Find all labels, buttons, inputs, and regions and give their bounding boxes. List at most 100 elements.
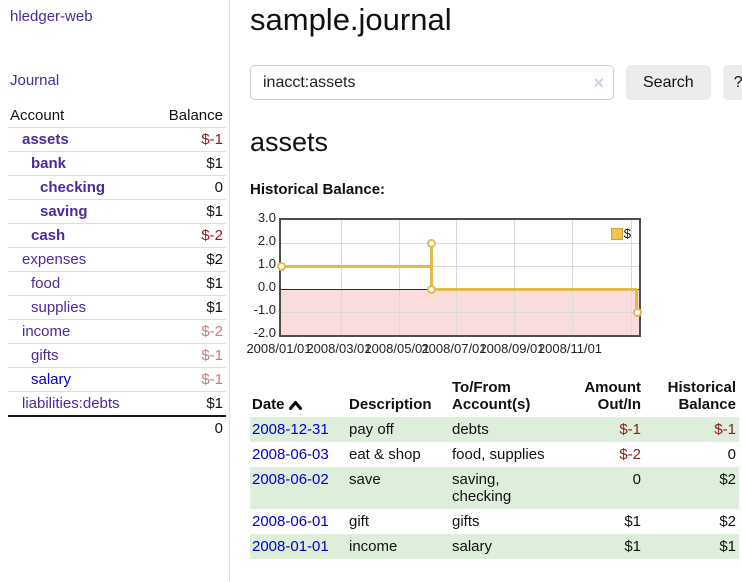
transaction-amount: $1 xyxy=(624,538,641,555)
legend-swatch xyxy=(610,227,623,240)
register-table: Date Description To/From Account(s) Amou… xyxy=(250,377,739,559)
register-row[interactable]: 2008-06-01 gift gifts $1 $2 xyxy=(250,509,739,534)
search-input[interactable] xyxy=(250,65,614,100)
transaction-accounts: gifts xyxy=(452,513,480,530)
account-row: salary $-1 xyxy=(8,367,226,392)
search-button[interactable]: Search xyxy=(626,65,711,100)
chart-plot-area[interactable]: $ xyxy=(276,218,642,337)
account-link-cash[interactable]: cash xyxy=(31,227,66,244)
account-link-bank[interactable]: bank xyxy=(31,155,67,172)
transaction-accounts: saving, checking xyxy=(452,471,512,505)
accounts-header-account: Account xyxy=(10,107,65,124)
y-tick: -1.0 xyxy=(253,302,276,317)
app-brand-link[interactable]: hledger-web xyxy=(10,8,93,25)
account-row: saving $1 xyxy=(8,199,226,224)
accounts-table: Account Balance assets $-1 bank $1 check… xyxy=(8,104,226,440)
account-link-food[interactable]: food xyxy=(31,275,61,292)
account-link-gifts[interactable]: gifts xyxy=(31,347,59,364)
transaction-description: save xyxy=(349,471,381,488)
help-button[interactable]: ? xyxy=(722,65,742,100)
main-content: sample.journal × Search ? assets Histori… xyxy=(246,0,742,559)
x-tick: 2008/03/01 xyxy=(306,341,372,356)
data-point xyxy=(276,261,286,271)
legend-label: $ xyxy=(623,226,631,241)
transaction-balance: $1 xyxy=(719,538,736,555)
account-balance: $2 xyxy=(206,251,223,268)
account-link-assets[interactable]: assets xyxy=(22,131,69,148)
x-tick: 2008/05/01 xyxy=(364,341,430,356)
transaction-accounts: debts xyxy=(452,421,489,438)
account-link-income[interactable]: income xyxy=(22,323,71,340)
gridline xyxy=(399,220,400,335)
register-header-date[interactable]: Date xyxy=(250,377,347,417)
transaction-balance: $2 xyxy=(719,513,736,530)
account-row: supplies $1 xyxy=(8,295,226,320)
transaction-description: gift xyxy=(349,513,370,530)
sidebar: hledger-web Journal Account Balance asse… xyxy=(0,0,230,582)
transaction-amount: 0 xyxy=(632,471,641,488)
data-point xyxy=(632,307,642,317)
account-balance: $-2 xyxy=(201,323,223,340)
accounts-header-balance: Balance xyxy=(168,107,223,124)
transaction-amount: $-1 xyxy=(619,421,641,438)
x-tick: 2008/11/01 xyxy=(537,341,603,356)
account-balance: $1 xyxy=(206,203,223,220)
sidebar-item-journal[interactable]: Journal xyxy=(10,72,60,89)
y-tick: 1.0 xyxy=(257,256,276,271)
data-point xyxy=(426,238,436,248)
account-row: cash $-2 xyxy=(8,223,226,248)
register-header-description: Description xyxy=(349,396,432,413)
y-tick: -2.0 xyxy=(253,325,276,340)
accounts-total-value: 0 xyxy=(214,420,223,437)
transaction-date-link[interactable]: 2008-06-01 xyxy=(252,513,329,530)
account-row: income $-2 xyxy=(8,319,226,344)
account-link-salary[interactable]: salary xyxy=(31,371,72,388)
transaction-balance: $-1 xyxy=(714,421,736,438)
gridline xyxy=(514,220,515,335)
transaction-balance: $2 xyxy=(719,471,736,488)
register-row[interactable]: 2008-12-31 pay off debts $-1 $-1 xyxy=(250,417,739,442)
transaction-date-link[interactable]: 2008-01-01 xyxy=(252,538,329,555)
transaction-accounts: food, supplies xyxy=(452,446,545,463)
transaction-description: income xyxy=(349,538,398,555)
account-balance: $-1 xyxy=(201,347,223,364)
accounts-total-row: 0 xyxy=(8,416,226,440)
account-balance: $1 xyxy=(206,275,223,292)
account-balance: $-1 xyxy=(201,371,223,388)
clear-search-icon[interactable]: × xyxy=(593,73,604,93)
register-row[interactable]: 2008-06-03 eat & shop food, supplies $-2… xyxy=(250,442,739,467)
gridline xyxy=(456,220,457,335)
transaction-amount: $-2 xyxy=(619,446,641,463)
account-heading: assets xyxy=(250,127,329,157)
account-link-supplies[interactable]: supplies xyxy=(31,299,87,316)
x-tick: 2008/09/01 xyxy=(479,341,545,356)
account-link-liabilities-debts[interactable]: liabilities:debts xyxy=(22,395,120,412)
account-row: checking 0 xyxy=(8,175,226,200)
series-segment xyxy=(431,287,637,291)
y-tick: 0.0 xyxy=(257,279,276,294)
gridline xyxy=(281,312,639,313)
account-link-checking[interactable]: checking xyxy=(40,179,106,196)
account-link-saving[interactable]: saving xyxy=(40,203,88,220)
register-row[interactable]: 2008-01-01 income salary $1 $1 xyxy=(250,534,739,559)
transaction-description: eat & shop xyxy=(349,446,421,463)
data-point xyxy=(426,284,436,294)
page-title: sample.journal xyxy=(250,2,452,37)
transaction-accounts: salary xyxy=(452,538,493,555)
account-row: food $1 xyxy=(8,271,226,296)
account-balance: 0 xyxy=(214,179,223,196)
y-tick: 2.0 xyxy=(257,233,276,248)
account-row: liabilities:debts $1 xyxy=(8,391,226,417)
gridline xyxy=(281,243,639,244)
transaction-date-link[interactable]: 2008-12-31 xyxy=(252,421,329,438)
chart-legend: $ xyxy=(610,226,631,241)
account-balance: $-1 xyxy=(201,131,223,148)
gridline xyxy=(631,220,632,335)
chart-title: Historical Balance: xyxy=(250,181,386,198)
account-link-expenses[interactable]: expenses xyxy=(22,251,87,268)
register-row[interactable]: 2008-06-02 save saving, checking 0 $2 xyxy=(250,467,739,509)
transaction-date-link[interactable]: 2008-06-02 xyxy=(252,471,329,488)
x-tick: 2008/07/01 xyxy=(421,341,487,356)
transaction-date-link[interactable]: 2008-06-03 xyxy=(252,446,329,463)
gridline xyxy=(341,220,342,335)
